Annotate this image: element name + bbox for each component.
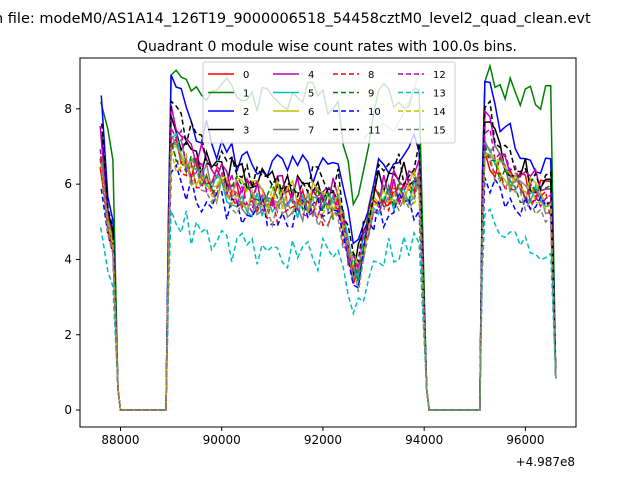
series-line-15 xyxy=(101,141,557,411)
series-line-8 xyxy=(99,142,557,411)
legend-label: 12 xyxy=(433,70,446,81)
x-axis-offset-label: +4.987e8 xyxy=(516,455,575,469)
series-line-7 xyxy=(101,132,557,411)
legend-label: 5 xyxy=(308,89,314,100)
y-tick-label: 8 xyxy=(64,102,72,116)
series-line-14 xyxy=(100,150,557,411)
y-tick-label: 4 xyxy=(64,252,72,266)
y-tick-label: 0 xyxy=(64,403,72,417)
x-tick-label: 94000 xyxy=(405,433,443,447)
legend-label: 2 xyxy=(243,107,249,118)
legend-label: 0 xyxy=(243,70,249,81)
y-tick-label: 2 xyxy=(64,328,72,342)
chart-title: Quadrant 0 module wise count rates with … xyxy=(137,39,517,55)
legend-label: 8 xyxy=(368,70,374,81)
legend-label: 14 xyxy=(433,107,446,118)
legend-box xyxy=(202,61,456,144)
legend-label: 10 xyxy=(368,107,381,118)
x-tick-label: 96000 xyxy=(506,433,544,447)
series-line-9 xyxy=(100,138,557,411)
series-line-10 xyxy=(100,163,557,411)
legend-label: 13 xyxy=(433,89,446,100)
plot-area xyxy=(99,63,557,411)
series-line-2 xyxy=(100,74,557,411)
legend-label: 3 xyxy=(243,126,249,137)
x-tick-label: 90000 xyxy=(203,433,241,447)
legend-label: 11 xyxy=(368,126,381,137)
series-line-13 xyxy=(100,207,557,411)
series-line-12 xyxy=(99,127,557,411)
legend-label: 6 xyxy=(308,107,314,118)
legend-label: 7 xyxy=(308,126,314,137)
figure-suptitle: n file: modeM0/AS1A14_126T19_9000006518_… xyxy=(0,11,591,27)
legend-label: 9 xyxy=(368,89,374,100)
legend-label: 15 xyxy=(433,126,446,137)
x-tick-label: 88000 xyxy=(101,433,139,447)
legend-label: 1 xyxy=(243,89,249,100)
y-tick-label: 6 xyxy=(64,177,72,191)
x-tick-label: 92000 xyxy=(304,433,342,447)
series-line-11 xyxy=(101,99,557,411)
x-axis: 88000 90000 92000 94000 96000 xyxy=(101,427,544,447)
legend-label: 4 xyxy=(308,70,314,81)
series-line-6 xyxy=(100,145,557,411)
plot-frame xyxy=(79,57,577,428)
y-axis: 0 2 4 6 8 xyxy=(64,102,80,417)
